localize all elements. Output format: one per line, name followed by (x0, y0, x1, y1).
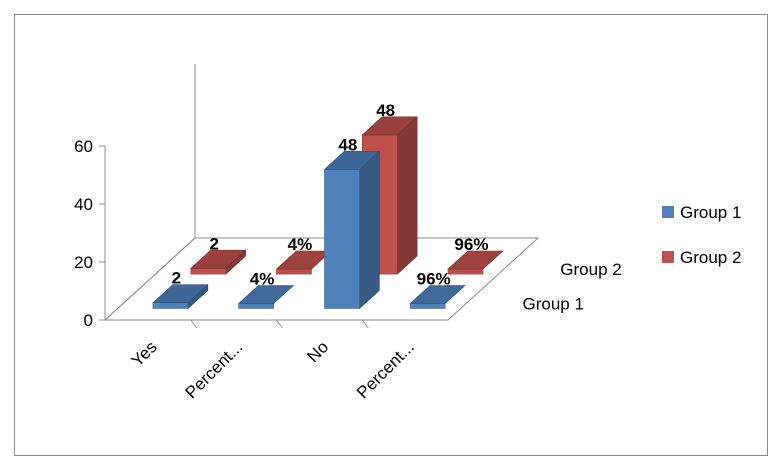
bar-top (447, 250, 504, 270)
chart-floor (103, 237, 540, 321)
bar-top (361, 116, 418, 136)
bar-top (152, 284, 209, 304)
bar-side (359, 150, 380, 310)
data-label: 96% (454, 235, 488, 254)
legend-label: Group 1 (680, 203, 741, 222)
bar-front (276, 268, 312, 275)
x-tick-mark (276, 319, 283, 329)
data-label: 2 (209, 234, 218, 253)
bar-front (324, 169, 360, 309)
data-label: 4% (250, 270, 275, 289)
depth-axis-label: Group 1 (523, 295, 584, 314)
depth-axis-label: Group 2 (560, 260, 621, 279)
y-tick-label: 20 (74, 253, 93, 272)
y-tick-label: 40 (74, 195, 93, 214)
bar-top (409, 285, 466, 304)
x-tick-mark (190, 319, 198, 329)
data-label: 48 (338, 135, 357, 154)
bar-front (238, 303, 275, 309)
data-label: 4% (288, 235, 313, 254)
x-tick-mark (361, 319, 369, 329)
bar-side (396, 116, 418, 275)
bar-front (190, 267, 227, 275)
data-label: 2 (172, 269, 181, 288)
y-tick-label: 60 (74, 137, 93, 156)
bar-top (237, 285, 295, 304)
y-tick-label: 0 (84, 311, 93, 330)
data-label: 96% (417, 270, 451, 289)
legend-label: Group 2 (680, 248, 741, 267)
legend-swatch (662, 251, 674, 263)
bar-front (152, 302, 189, 309)
data-label: 48 (376, 101, 395, 120)
bar-front (409, 303, 446, 309)
legend-swatch (662, 206, 674, 218)
bar-top (190, 249, 247, 269)
bar-front (447, 268, 484, 275)
bar-top (323, 151, 381, 170)
